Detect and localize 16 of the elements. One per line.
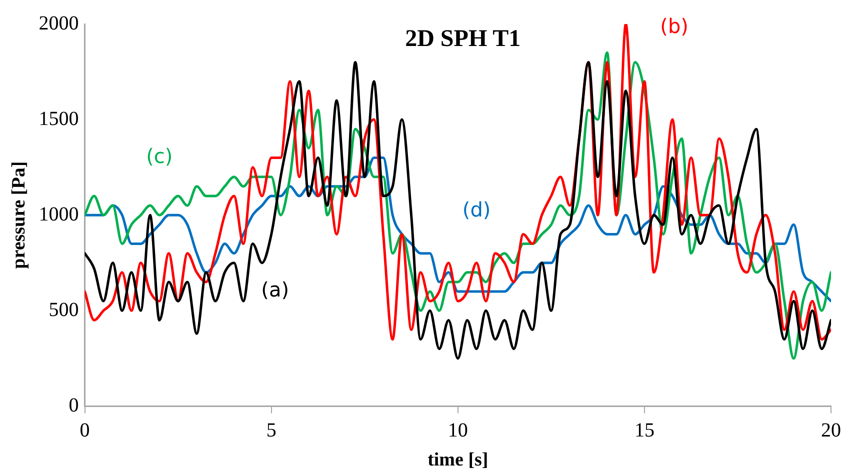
x-tick-label: 15	[634, 419, 654, 442]
series-label: (c)	[146, 144, 173, 168]
y-axis-title: pressure [Pa]	[8, 161, 30, 269]
y-tick-label: 2000	[38, 12, 79, 34]
x-tick-label: 5	[266, 419, 276, 442]
y-tick-label: 0	[68, 394, 79, 416]
y-tick-label: 500	[48, 298, 79, 321]
y-tick-label: 1000	[38, 203, 79, 226]
x-tick-label: 10	[448, 419, 468, 442]
series-label: (a)	[261, 278, 290, 302]
x-axis-title: time [s]	[428, 450, 488, 471]
y-tick-label: 1500	[38, 108, 79, 130]
series-label: (b)	[660, 14, 688, 38]
x-tick-label: 20	[821, 419, 841, 442]
chart-title: 2D SPH T1	[405, 26, 521, 52]
text: (d)	[462, 197, 491, 222]
